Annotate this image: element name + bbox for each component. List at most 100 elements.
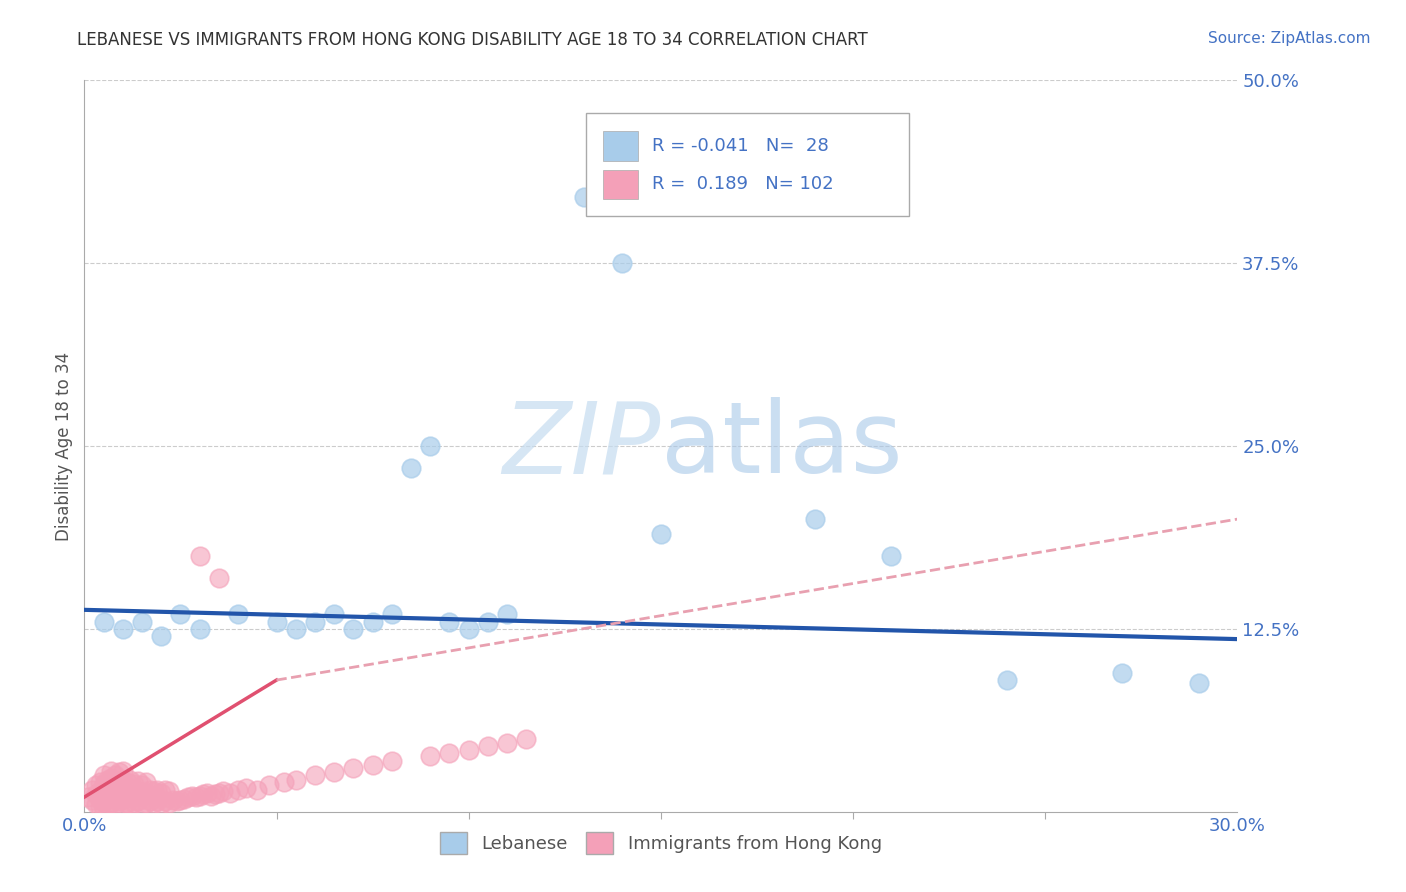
Point (108, 765, 131, 780)
Point (153, 782, 176, 797)
Legend: Lebanese, Immigrants from Hong Kong: Lebanese, Immigrants from Hong Kong (433, 825, 889, 861)
Point (124, 777, 146, 791)
Point (219, 786, 242, 800)
Point (477, 615, 499, 629)
Y-axis label: Disability Age 18 to 34: Disability Age 18 to 34 (55, 351, 73, 541)
Point (108, 784, 131, 798)
Point (127, 774, 149, 789)
Point (284, 772, 307, 787)
Point (612, 256, 634, 270)
Point (457, 622, 479, 636)
Point (880, 549, 903, 563)
Point (208, 786, 231, 800)
Point (146, 795, 169, 809)
Point (304, 615, 326, 629)
Point (169, 793, 191, 807)
Point (93, 795, 115, 809)
Point (89, 793, 111, 807)
Point (138, 782, 160, 797)
Point (496, 736, 519, 750)
Point (188, 789, 211, 803)
Point (323, 765, 346, 780)
Point (650, 526, 672, 541)
Point (162, 793, 184, 807)
Point (111, 791, 134, 805)
Point (166, 795, 188, 809)
Point (273, 775, 295, 789)
Point (381, 754, 404, 768)
Point (84, 787, 107, 801)
Point (211, 784, 233, 798)
Point (96, 781, 118, 796)
Text: atlas: atlas (661, 398, 903, 494)
Point (439, 615, 461, 629)
Point (381, 607, 404, 622)
Point (419, 439, 441, 453)
Point (131, 797, 153, 812)
Point (195, 786, 218, 800)
Point (235, 781, 257, 796)
Point (177, 790, 200, 805)
Point (131, 789, 153, 803)
Point (146, 782, 169, 797)
Point (153, 795, 176, 809)
Point (342, 761, 364, 775)
Point (169, 607, 191, 622)
Point (361, 615, 384, 629)
Point (104, 787, 127, 801)
Point (100, 771, 122, 785)
Point (115, 786, 138, 800)
Point (100, 780, 122, 794)
Point (77, 790, 100, 805)
Point (127, 784, 149, 798)
Point (399, 461, 422, 475)
Point (120, 781, 142, 796)
Point (96, 772, 118, 787)
Point (803, 512, 825, 526)
Point (157, 784, 180, 798)
Point (181, 789, 204, 803)
Point (419, 749, 441, 764)
Point (304, 768, 326, 782)
Point (100, 796, 122, 810)
Point (120, 772, 142, 787)
Point (124, 787, 146, 801)
Point (439, 746, 461, 760)
Point (150, 797, 173, 812)
Point (93, 777, 115, 791)
Point (80, 782, 103, 797)
Point (120, 790, 142, 805)
Text: ZIP: ZIP (502, 398, 661, 494)
Point (477, 739, 499, 753)
Point (131, 778, 153, 792)
Point (111, 798, 134, 813)
Point (115, 796, 138, 810)
Bar (603, 131, 638, 161)
Point (226, 607, 249, 622)
Point (135, 775, 157, 789)
Point (108, 775, 131, 789)
Point (111, 782, 134, 797)
Point (995, 673, 1018, 687)
Point (111, 774, 134, 789)
Point (127, 795, 149, 809)
Point (111, 764, 134, 778)
Point (193, 787, 215, 801)
Point (457, 743, 479, 757)
Point (89, 784, 111, 798)
Point (142, 784, 165, 798)
Point (257, 778, 280, 792)
Point (104, 778, 127, 792)
Point (188, 549, 211, 563)
Point (1188, 676, 1211, 690)
Point (323, 607, 346, 622)
Text: R = -0.041   N=  28: R = -0.041 N= 28 (651, 137, 828, 155)
Point (342, 622, 364, 636)
Text: LEBANESE VS IMMIGRANTS FROM HONG KONG DISABILITY AGE 18 TO 34 CORRELATION CHART: LEBANESE VS IMMIGRANTS FROM HONG KONG DI… (77, 31, 868, 49)
Point (266, 615, 288, 629)
Point (200, 789, 222, 803)
Point (84, 797, 107, 812)
Point (124, 796, 146, 810)
Point (93, 768, 115, 782)
Point (150, 629, 173, 643)
